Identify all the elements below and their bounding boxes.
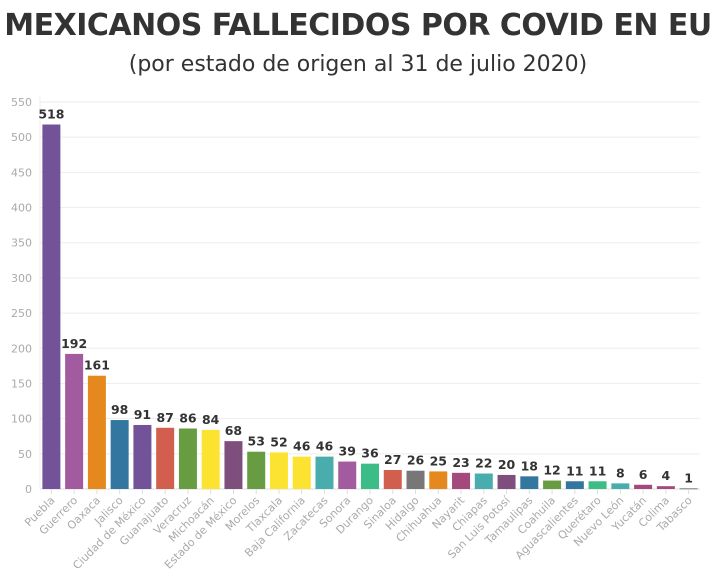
data-label: 23 bbox=[452, 455, 469, 470]
data-label: 52 bbox=[270, 434, 287, 449]
bar-zacatecas bbox=[315, 456, 334, 489]
y-tick-label: 150 bbox=[11, 377, 32, 390]
y-tick-label: 100 bbox=[11, 413, 32, 426]
bar-michoacán bbox=[201, 429, 220, 489]
bar-tlaxcala bbox=[269, 452, 288, 489]
data-label: 11 bbox=[589, 463, 606, 478]
bar-aguascalientes bbox=[565, 481, 584, 489]
bar-chiapas bbox=[474, 473, 493, 489]
y-tick-label: 550 bbox=[11, 96, 32, 109]
bar-guerrero bbox=[65, 353, 84, 489]
bar-baja-california bbox=[292, 456, 311, 489]
bar-querétaro bbox=[588, 481, 607, 489]
data-label: 4 bbox=[662, 468, 671, 483]
data-label: 18 bbox=[521, 458, 538, 473]
y-tick-label: 0 bbox=[25, 483, 32, 496]
data-label: 91 bbox=[134, 407, 151, 422]
chart-title: MEXICANOS FALLECIDOS POR COVID EN EU bbox=[4, 8, 712, 43]
data-label: 192 bbox=[61, 336, 87, 351]
bar-colima bbox=[656, 486, 675, 489]
data-label: 36 bbox=[361, 446, 379, 461]
data-label: 46 bbox=[293, 439, 311, 454]
bar-ciudad-de-méxico bbox=[133, 424, 152, 489]
bar-sinaloa bbox=[383, 470, 402, 489]
bar-estado-de-méxico bbox=[224, 441, 243, 489]
data-label: 98 bbox=[111, 402, 128, 417]
data-label: 87 bbox=[156, 410, 173, 425]
data-label: 11 bbox=[566, 463, 583, 478]
data-label: 8 bbox=[616, 465, 625, 480]
data-label: 1 bbox=[684, 470, 693, 485]
y-tick-label: 200 bbox=[11, 342, 32, 355]
bar-yucatán bbox=[634, 484, 653, 489]
y-tick-label: 500 bbox=[11, 131, 32, 144]
bar-puebla bbox=[42, 124, 61, 490]
bar-durango bbox=[361, 463, 379, 489]
data-label: 53 bbox=[248, 434, 265, 449]
data-label: 84 bbox=[202, 412, 220, 427]
bar-veracruz bbox=[178, 428, 197, 489]
y-tick-label: 350 bbox=[11, 237, 32, 250]
data-label: 22 bbox=[475, 456, 492, 471]
bar-sonora bbox=[338, 461, 357, 489]
chart-subtitle: (por estado de origen al 31 de julio 202… bbox=[128, 52, 588, 77]
data-label: 39 bbox=[339, 444, 356, 459]
data-label: 26 bbox=[407, 453, 425, 468]
bar-oaxaca bbox=[87, 375, 106, 489]
y-tick-label: 400 bbox=[11, 202, 32, 215]
bar-tabasco bbox=[679, 488, 698, 490]
data-label: 12 bbox=[543, 463, 560, 478]
y-tick-label: 450 bbox=[11, 166, 32, 179]
data-label: 68 bbox=[225, 423, 242, 438]
data-label: 20 bbox=[498, 457, 516, 472]
data-label: 46 bbox=[316, 439, 334, 454]
bar-hidalgo bbox=[406, 470, 425, 489]
y-tick-label: 250 bbox=[11, 307, 32, 320]
bar-morelos bbox=[247, 451, 266, 489]
bar-guanajuato bbox=[156, 427, 175, 489]
data-label: 6 bbox=[639, 467, 648, 482]
data-label: 161 bbox=[84, 358, 110, 373]
bar-nayarit bbox=[452, 472, 471, 489]
bar-tamaulipas bbox=[520, 476, 539, 489]
data-label: 518 bbox=[38, 107, 64, 122]
bar-nuevo-león bbox=[611, 483, 630, 489]
y-tick-label: 300 bbox=[11, 272, 32, 285]
data-label: 27 bbox=[384, 452, 401, 467]
y-tick-label: 50 bbox=[18, 448, 32, 461]
bar-chihuahua bbox=[429, 471, 448, 489]
bar-jalisco bbox=[110, 420, 129, 489]
data-label: 25 bbox=[430, 453, 447, 468]
data-label: 86 bbox=[179, 410, 197, 425]
bar-san-luis-potosí bbox=[497, 474, 516, 489]
bar-coahuila bbox=[543, 480, 562, 489]
